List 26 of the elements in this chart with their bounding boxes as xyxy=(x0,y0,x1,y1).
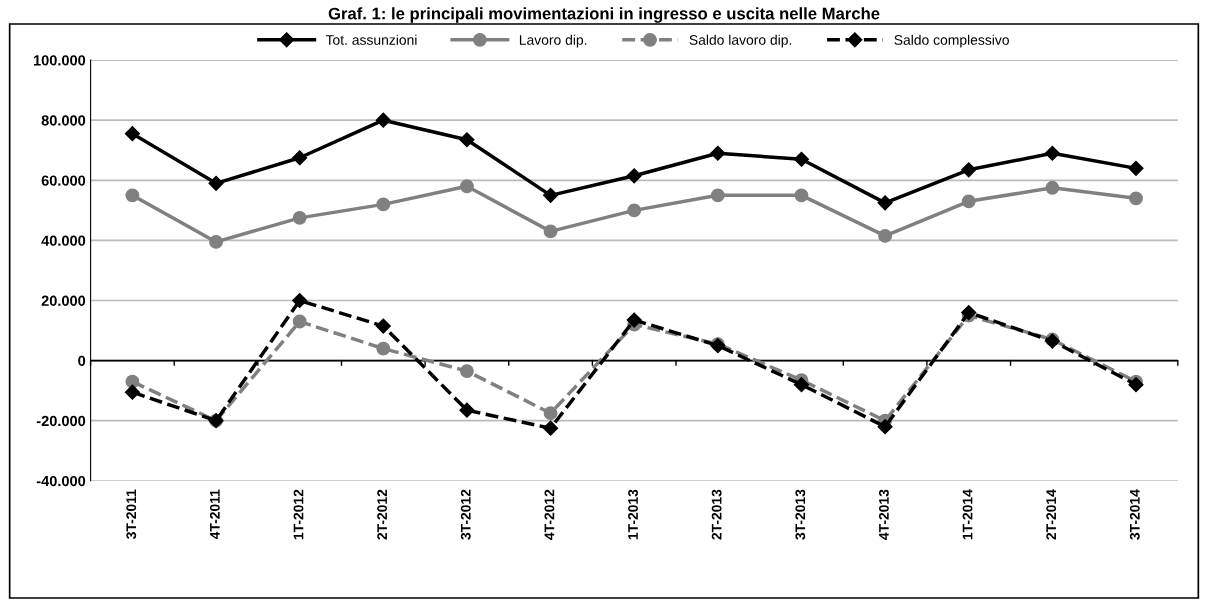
y-tick-label: -20.000 xyxy=(36,415,86,427)
x-tick-label: 4T-2012 xyxy=(544,489,555,540)
x-tick-label: 3T-2013 xyxy=(795,489,806,540)
x-tick-label: 4T-2011 xyxy=(209,489,220,540)
y-tick-label: 100.000 xyxy=(33,55,86,66)
x-tick-label: 2T-2013 xyxy=(711,489,722,540)
y-tick-label: 20.000 xyxy=(41,295,86,306)
legend-label: Lavoro dip. xyxy=(519,34,587,48)
x-tick-label: 4T-2013 xyxy=(878,489,889,540)
y-tick-label: 60.000 xyxy=(41,175,86,186)
y-tick-label: -40.000 xyxy=(36,475,86,487)
chart-title: Graf. 1: le principali movimentazioni in ingresso e uscita nelle Marche xyxy=(328,7,880,23)
x-tick-label: 1T-2013 xyxy=(628,489,638,540)
y-tick-label: 80.000 xyxy=(41,115,86,126)
x-tick-label: 3T-2012 xyxy=(460,489,471,540)
y-tick-label: 0 xyxy=(78,355,86,367)
y-tick-label: 40.000 xyxy=(41,235,86,246)
x-tick-label: 2T-2012 xyxy=(377,489,388,540)
x-tick-label: 3T-2014 xyxy=(1129,489,1140,540)
legend-label: Saldo complessivo xyxy=(894,34,1009,48)
x-tick-label: 3T-2011 xyxy=(126,489,137,540)
x-tick-label: 1T-2012 xyxy=(293,489,304,540)
x-tick-label: 1T-2014 xyxy=(962,489,973,540)
legend-label: Saldo lavoro dip. xyxy=(689,34,792,48)
legend-label: Tot. assunzioni xyxy=(325,34,417,45)
x-tick-label: 2T-2014 xyxy=(1046,489,1057,540)
